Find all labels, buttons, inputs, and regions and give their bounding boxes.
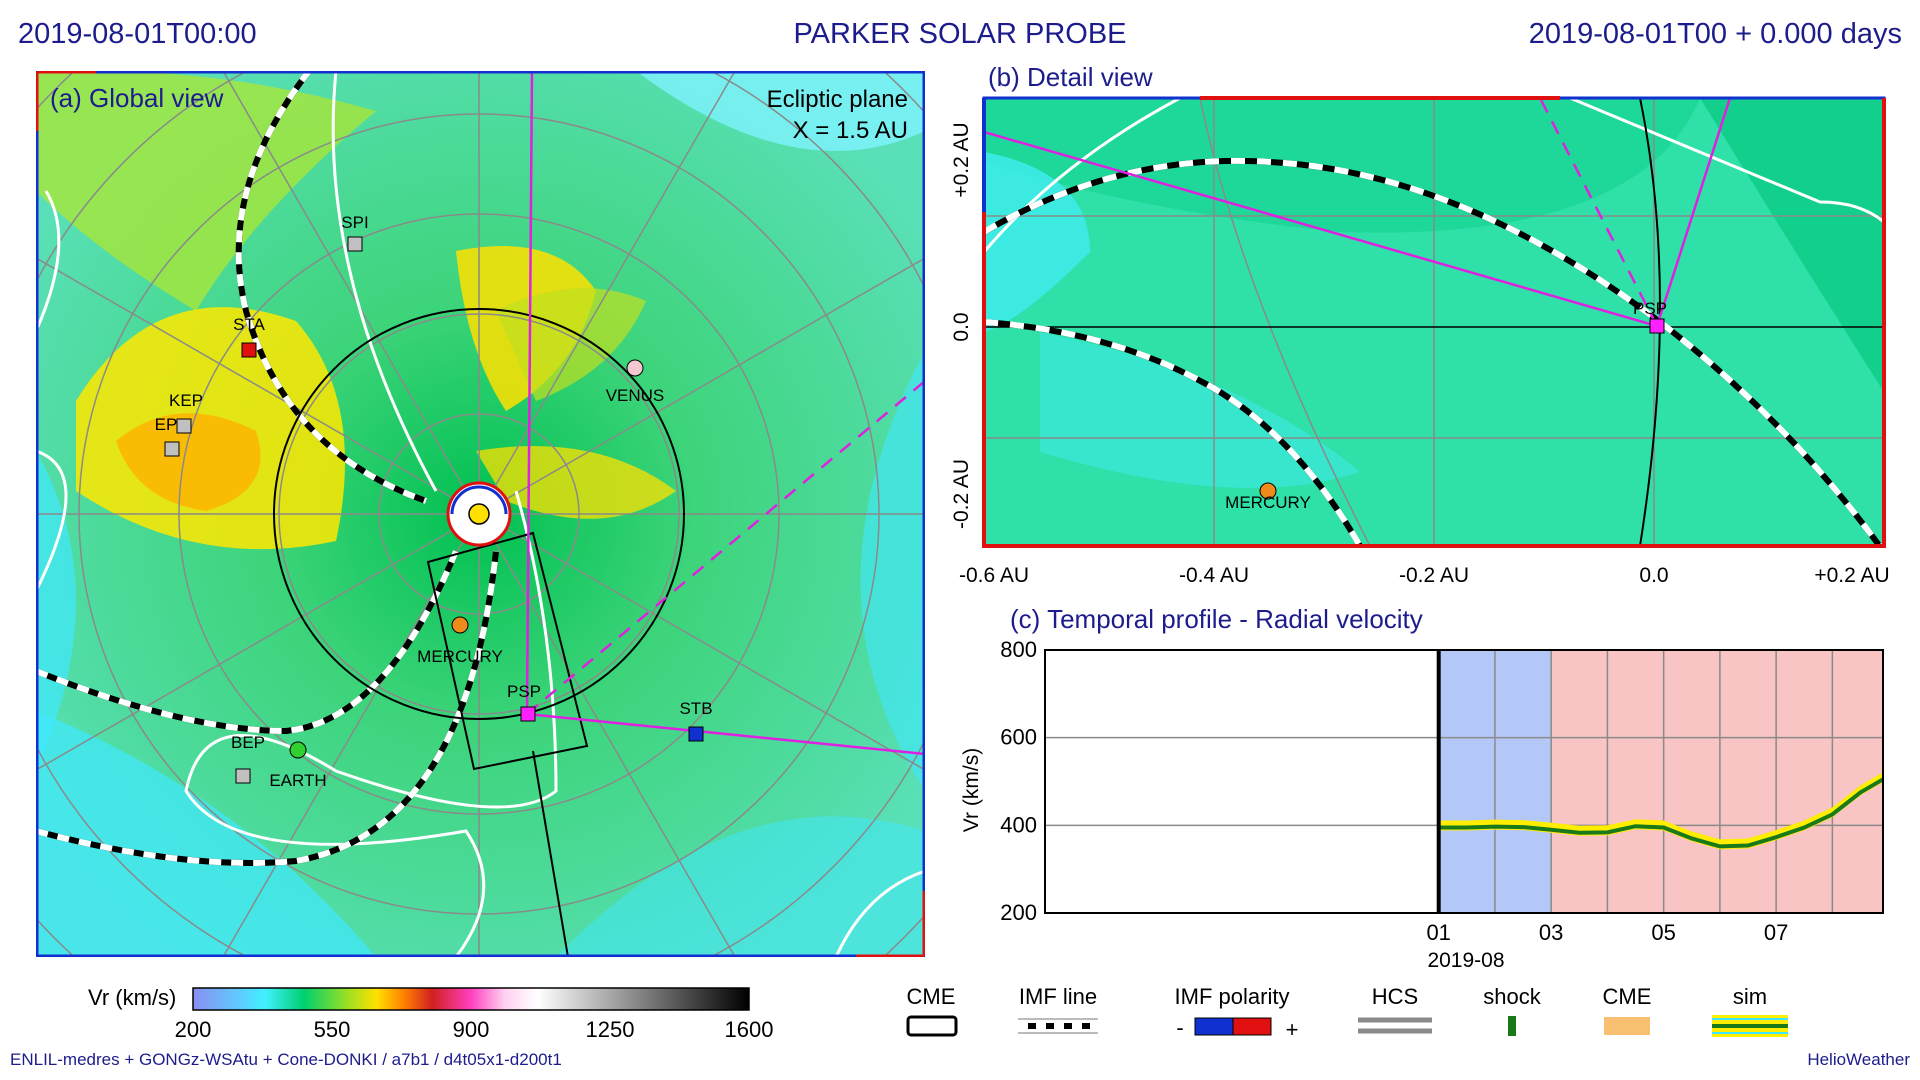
shaded-interval — [1551, 650, 1883, 913]
legend-hcs-swatch — [1358, 1017, 1432, 1034]
x-tick-label: 05 — [1651, 920, 1675, 945]
legend-polarity-minus: - — [1176, 1015, 1183, 1040]
colorbar-tick: 1250 — [586, 1017, 635, 1042]
temporal-title: (c) Temporal profile - Radial velocity — [1010, 604, 1423, 634]
body-sta: STA — [233, 315, 266, 358]
body-venus: VENUS — [606, 359, 665, 405]
detail-x-tick: -0.2 AU — [1399, 564, 1469, 587]
y-tick-label: 600 — [1000, 725, 1037, 750]
colorbar-label: Vr (km/s) — [88, 985, 176, 1010]
colorbar-tick: 1600 — [725, 1017, 774, 1042]
svg-text:EARTH: EARTH — [269, 771, 326, 790]
detail-x-tick: 0.0 — [1639, 564, 1668, 587]
body-ep: EP — [155, 415, 180, 457]
legend-shock-swatch — [1508, 1016, 1516, 1036]
body-earth: EARTH — [269, 741, 327, 790]
header-title: PARKER SOLAR PROBE — [793, 18, 1127, 50]
legend-polarity-plus: + — [1286, 1017, 1299, 1042]
legend-hcs-label: HCS — [1372, 984, 1418, 1009]
detail-view-title: (b) Detail view — [988, 62, 1153, 92]
temporal-ylabel: Vr (km/s) — [960, 748, 983, 832]
header-elapsed: 2019-08-01T00 + 0.000 days — [1528, 18, 1902, 50]
legend-row: Vr (km/s) 200 550 900 1250 1600 CME IMF … — [88, 984, 1788, 1042]
footer-model: ENLIL-medres + GONGz-WSAtu + Cone-DONKI … — [10, 1050, 562, 1069]
colorbar-tick: 900 — [453, 1017, 490, 1042]
body-bep: BEP — [231, 733, 265, 784]
legend-polarity-red — [1232, 1017, 1272, 1036]
legend-shock-label: shock — [1483, 984, 1541, 1009]
plane-label: Ecliptic plane — [767, 86, 908, 113]
svg-text:PSP: PSP — [507, 682, 541, 701]
svg-text:MERCURY: MERCURY — [417, 647, 503, 666]
body-kep: KEP — [169, 391, 203, 434]
detail-psp: PSP — [1633, 299, 1667, 334]
y-tick-label: 800 — [1000, 637, 1037, 662]
legend-cme-profile-swatch — [1604, 1017, 1650, 1035]
svg-text:MERCURY: MERCURY — [1225, 493, 1311, 512]
x-tick-label: 07 — [1764, 920, 1788, 945]
legend-sim-swatch — [1712, 1015, 1788, 1037]
svg-text:BEP: BEP — [231, 733, 265, 752]
detail-y-tick: +0.2 AU — [950, 122, 973, 197]
legend-cme-profile-label: CME — [1603, 984, 1652, 1009]
svg-text:EP: EP — [155, 415, 178, 434]
y-tick-label: 400 — [1000, 812, 1037, 837]
x-tick-label: 01 — [1426, 920, 1450, 945]
detail-x-tick: -0.6 AU — [959, 564, 1029, 587]
legend-imf-line-swatch — [1018, 1018, 1098, 1034]
legend-cme-label: CME — [907, 984, 956, 1009]
legend-sim-label: sim — [1733, 984, 1767, 1009]
header-datetime: 2019-08-01T00:00 — [18, 18, 257, 50]
detail-y-tick: -0.2 AU — [950, 459, 973, 529]
detail-x-tick: -0.4 AU — [1179, 564, 1249, 587]
svg-text:SPI: SPI — [341, 213, 368, 232]
extent-label: X = 1.5 AU — [793, 117, 908, 144]
colorbar — [192, 987, 750, 1011]
body-mercury: MERCURY — [417, 616, 503, 666]
detail-y-tick: 0.0 — [950, 312, 973, 341]
temporal-xlabel: 2019-08 — [1427, 949, 1504, 972]
legend-imf-line-label: IMF line — [1019, 984, 1097, 1009]
x-tick-label: 03 — [1539, 920, 1563, 945]
legend-polarity-blue — [1194, 1017, 1234, 1036]
svg-text:KEP: KEP — [169, 391, 203, 410]
temporal-chart: 200 400 600 800 01 03 05 07 Vr (km/s) 2019-08 — [960, 637, 1885, 972]
body-stb: STB — [679, 699, 713, 742]
colorbar-tick: 200 — [175, 1017, 212, 1042]
plot-frame — [1044, 649, 1884, 914]
legend-imf-polarity-label: IMF polarity — [1175, 984, 1290, 1009]
legend-cme-swatch — [906, 1015, 958, 1037]
svg-text:PSP: PSP — [1633, 299, 1667, 318]
y-tick-label: 200 — [1000, 900, 1037, 925]
detail-x-tick: +0.2 AU — [1814, 564, 1889, 587]
svg-text:STA: STA — [233, 315, 265, 334]
detail-view-panel: PSP MERCURY -0.6 AU -0.4 AU -0.2 AU 0.0 … — [950, 96, 1890, 587]
footer-credit: HelioWeather — [1807, 1050, 1910, 1069]
svg-text:VENUS: VENUS — [606, 386, 665, 405]
detail-mercury: MERCURY — [1225, 482, 1311, 512]
colorbar-tick: 550 — [314, 1017, 351, 1042]
body-spi: SPI — [341, 213, 369, 252]
svg-text:STB: STB — [679, 699, 712, 718]
global-view-title: (a) Global view — [50, 83, 224, 113]
body-psp: PSP — [507, 682, 541, 722]
global-view-panel: (a) Global view Ecliptic plane X = 1.5 A… — [36, 71, 925, 957]
